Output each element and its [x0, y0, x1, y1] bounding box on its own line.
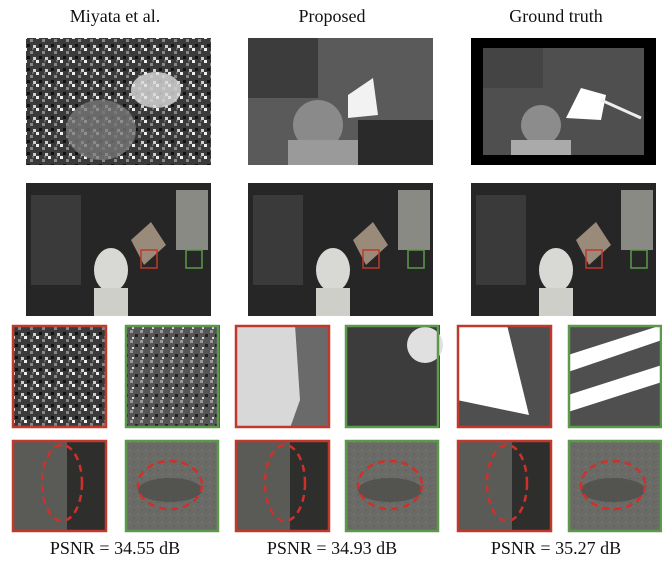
depth-body	[511, 140, 571, 155]
crop-shadow	[358, 478, 422, 502]
photo-bust	[539, 248, 573, 292]
photo	[471, 183, 656, 316]
depth-region	[248, 38, 318, 98]
photo-shelf	[476, 195, 526, 285]
photo-crop-green	[345, 440, 439, 532]
depth-map	[471, 38, 656, 165]
psnr-label: PSNR = 35.27 dB	[491, 538, 621, 558]
photo-bust-base	[316, 288, 350, 316]
photo-board	[398, 190, 430, 250]
depth-blob	[66, 100, 136, 160]
photo-crop-red	[12, 440, 107, 532]
photo	[26, 183, 211, 316]
photo-shelf	[31, 195, 81, 285]
photo-bust	[316, 248, 350, 292]
crop-shadow	[138, 478, 202, 502]
photo-crop-red	[457, 440, 552, 532]
column-title: Miyata et al.	[70, 6, 160, 26]
depth-crop-red	[235, 325, 330, 428]
photo-bust	[94, 248, 128, 292]
depth-crop-green	[125, 325, 220, 428]
depth-crop-green	[568, 325, 662, 428]
depth-crop-green	[345, 325, 443, 428]
column-title: Proposed	[299, 6, 366, 26]
photo-bust-base	[94, 288, 128, 316]
crop-shadow	[581, 478, 645, 502]
crop-dark	[512, 440, 552, 532]
depth-blob	[131, 72, 181, 108]
figure: Miyata et al. PSNR = 34.55 dB Proposed PSNR…	[0, 0, 662, 564]
crop-region	[235, 325, 300, 428]
photo-crop-green	[125, 440, 219, 532]
depth-crop-red	[12, 325, 107, 428]
depth-body	[288, 140, 358, 165]
depth-region	[358, 120, 433, 165]
crop-fill	[125, 325, 220, 428]
depth-map	[26, 38, 211, 165]
depth-map	[248, 38, 433, 165]
photo-board	[176, 190, 208, 250]
column-title: Ground truth	[509, 6, 603, 26]
psnr-label: PSNR = 34.93 dB	[267, 538, 397, 558]
photo	[248, 183, 433, 316]
photo-crop-green	[568, 440, 662, 532]
photo-crop-red	[235, 440, 330, 532]
depth-crop-red	[457, 325, 552, 428]
crop-dark	[67, 440, 107, 532]
crop-fill	[12, 325, 107, 428]
photo-shelf	[253, 195, 303, 285]
depth-region	[483, 48, 543, 88]
depth-head	[521, 105, 561, 145]
photo-bust-base	[539, 288, 573, 316]
psnr-label: PSNR = 34.55 dB	[50, 538, 180, 558]
photo-board	[621, 190, 653, 250]
crop-dark	[290, 440, 330, 532]
